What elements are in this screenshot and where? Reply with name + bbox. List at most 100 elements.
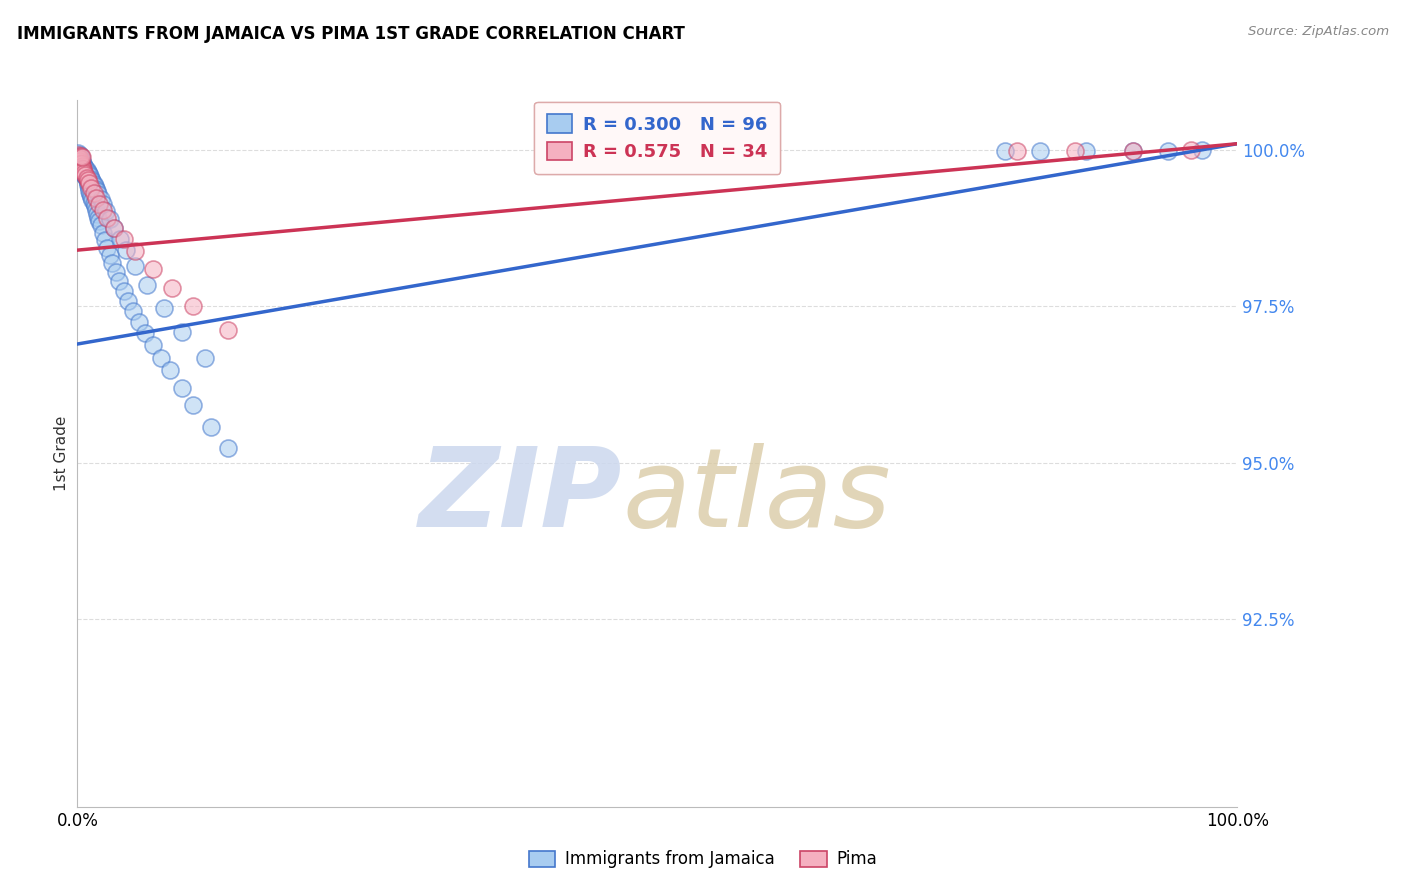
Y-axis label: 1st Grade: 1st Grade bbox=[53, 416, 69, 491]
Point bbox=[96, 211, 118, 225]
Point bbox=[67, 151, 90, 165]
Point bbox=[1005, 145, 1028, 159]
Point bbox=[135, 277, 157, 292]
Point bbox=[1063, 144, 1085, 158]
Point bbox=[76, 165, 98, 179]
Point bbox=[103, 220, 125, 235]
Point bbox=[80, 171, 103, 186]
Point bbox=[94, 233, 117, 247]
Point bbox=[96, 204, 118, 219]
Point bbox=[69, 160, 91, 174]
Point bbox=[70, 151, 93, 165]
Point bbox=[69, 151, 91, 165]
Point bbox=[183, 300, 205, 314]
Point bbox=[76, 170, 98, 185]
Point bbox=[77, 167, 100, 181]
Point bbox=[1076, 144, 1098, 158]
Legend: R = 0.300   N = 96, R = 0.575   N = 34: R = 0.300 N = 96, R = 0.575 N = 34 bbox=[534, 102, 780, 174]
Point bbox=[70, 159, 93, 173]
Point bbox=[69, 153, 91, 167]
Point bbox=[67, 146, 90, 161]
Point bbox=[89, 214, 111, 228]
Point bbox=[67, 153, 90, 167]
Point bbox=[75, 169, 97, 184]
Point bbox=[76, 173, 98, 187]
Point bbox=[69, 149, 91, 163]
Point bbox=[69, 154, 91, 169]
Point bbox=[83, 196, 105, 211]
Point bbox=[70, 157, 93, 171]
Point bbox=[101, 255, 124, 269]
Point bbox=[69, 153, 91, 167]
Text: ZIP: ZIP bbox=[419, 442, 623, 549]
Point bbox=[200, 419, 222, 434]
Point bbox=[104, 265, 127, 279]
Point bbox=[87, 186, 110, 201]
Legend: Immigrants from Jamaica, Pima: Immigrants from Jamaica, Pima bbox=[520, 842, 886, 877]
Point bbox=[159, 363, 181, 377]
Point bbox=[75, 161, 97, 175]
Point bbox=[76, 176, 98, 190]
Point bbox=[72, 161, 94, 176]
Point bbox=[76, 171, 98, 186]
Point bbox=[194, 351, 217, 365]
Point bbox=[84, 190, 107, 204]
Point bbox=[73, 165, 96, 179]
Point bbox=[72, 157, 94, 171]
Point bbox=[117, 294, 139, 309]
Point bbox=[1180, 143, 1202, 157]
Point bbox=[1156, 144, 1178, 158]
Point bbox=[153, 301, 176, 315]
Point bbox=[86, 184, 108, 198]
Point bbox=[90, 192, 111, 206]
Point bbox=[149, 351, 172, 365]
Point bbox=[69, 154, 91, 169]
Point bbox=[73, 168, 96, 182]
Point bbox=[80, 180, 103, 194]
Point bbox=[72, 163, 94, 178]
Point bbox=[84, 203, 107, 218]
Point bbox=[103, 221, 125, 235]
Point bbox=[994, 145, 1017, 159]
Point bbox=[70, 161, 93, 175]
Point bbox=[69, 153, 91, 167]
Point bbox=[69, 155, 91, 169]
Point bbox=[1122, 144, 1144, 158]
Text: IMMIGRANTS FROM JAMAICA VS PIMA 1ST GRADE CORRELATION CHART: IMMIGRANTS FROM JAMAICA VS PIMA 1ST GRAD… bbox=[17, 25, 685, 43]
Point bbox=[67, 148, 90, 162]
Point bbox=[98, 211, 121, 226]
Point bbox=[112, 232, 135, 246]
Point bbox=[76, 178, 98, 192]
Point bbox=[115, 243, 138, 257]
Point bbox=[69, 153, 91, 168]
Text: Source: ZipAtlas.com: Source: ZipAtlas.com bbox=[1249, 25, 1389, 38]
Point bbox=[162, 281, 184, 295]
Point bbox=[86, 207, 108, 221]
Point bbox=[69, 155, 91, 169]
Point bbox=[67, 151, 90, 165]
Point bbox=[1122, 144, 1144, 158]
Point bbox=[91, 203, 114, 218]
Point bbox=[69, 156, 91, 170]
Point bbox=[83, 199, 105, 213]
Point bbox=[1191, 143, 1213, 157]
Point bbox=[170, 325, 193, 339]
Point bbox=[77, 184, 100, 198]
Point bbox=[76, 173, 98, 187]
Point bbox=[67, 149, 90, 163]
Point bbox=[128, 315, 150, 329]
Point bbox=[77, 176, 100, 190]
Point bbox=[90, 218, 111, 232]
Point bbox=[73, 159, 96, 173]
Point bbox=[91, 226, 114, 240]
Point bbox=[82, 193, 104, 207]
Point bbox=[124, 259, 146, 273]
Point bbox=[69, 150, 91, 164]
Point bbox=[77, 180, 100, 194]
Point bbox=[83, 186, 105, 200]
Point bbox=[112, 284, 135, 298]
Point bbox=[72, 163, 94, 178]
Point bbox=[87, 211, 110, 225]
Point bbox=[73, 165, 96, 179]
Point bbox=[122, 304, 145, 318]
